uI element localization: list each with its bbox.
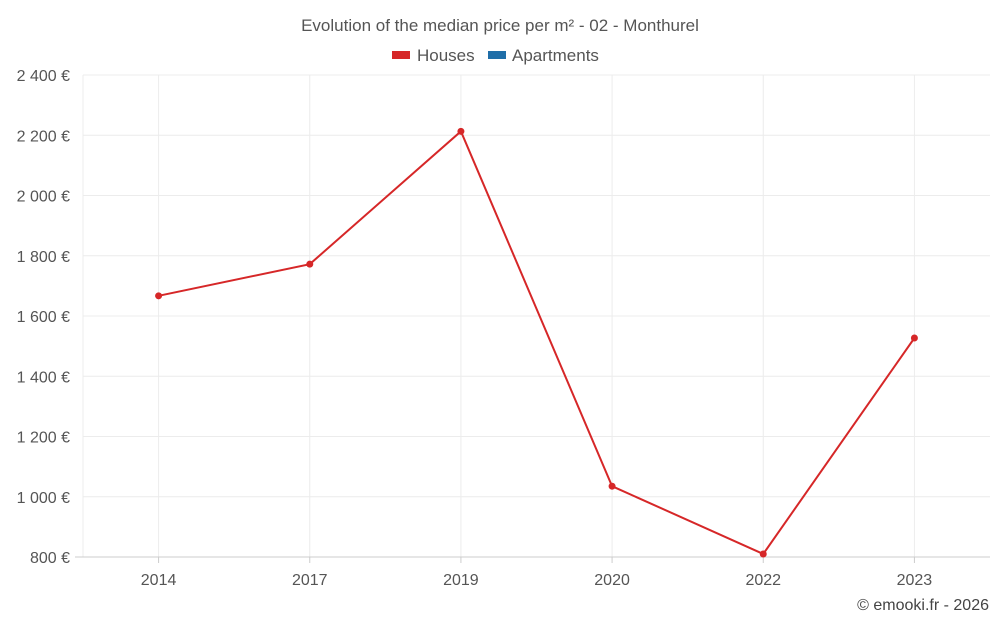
data-point-houses[interactable] — [306, 260, 314, 268]
legend: Houses Apartments — [392, 46, 599, 65]
data-point-houses[interactable] — [910, 334, 918, 342]
chart-title: Evolution of the median price per m² - 0… — [301, 16, 699, 35]
y-tick-label: 2 000 € — [17, 189, 70, 206]
y-tick-label: 1 800 € — [17, 249, 70, 266]
legend-label-apartments: Apartments — [512, 46, 599, 65]
x-tick-label: 2022 — [745, 572, 781, 589]
y-tick-label: 800 € — [30, 550, 70, 567]
legend-swatch-houses — [392, 51, 410, 59]
legend-item-houses[interactable]: Houses — [392, 46, 475, 65]
legend-swatch-apartments — [488, 51, 506, 59]
data-point-houses[interactable] — [759, 550, 767, 558]
credit-text: © emooki.fr - 2026 — [857, 597, 989, 614]
data-point-houses[interactable] — [608, 482, 616, 490]
data-point-houses[interactable] — [155, 292, 163, 300]
x-tick-label: 2019 — [443, 572, 479, 589]
axes: 800 € 1 000 € 1 200 € 1 400 € 1 600 € 1 800 €… — [17, 68, 990, 589]
y-tick-label: 2 400 € — [17, 68, 70, 85]
series-line-houses — [158, 129, 916, 556]
x-tick-label: 2017 — [292, 572, 328, 589]
legend-item-apartments[interactable]: Apartments — [488, 46, 599, 65]
series-layer — [155, 127, 918, 558]
y-tick-label: 1 200 € — [17, 430, 70, 447]
y-tick-label: 1 400 € — [17, 369, 70, 386]
y-tick-label: 1 000 € — [17, 490, 70, 507]
x-tick-label: 2020 — [594, 572, 630, 589]
x-tick-label: 2014 — [141, 572, 177, 589]
y-tick-label: 2 200 € — [17, 128, 70, 145]
data-point-houses[interactable] — [457, 127, 465, 135]
grid — [83, 74, 990, 557]
x-tick-label: 2023 — [897, 572, 933, 589]
legend-label-houses: Houses — [417, 46, 475, 65]
y-tick-label: 1 600 € — [17, 309, 70, 326]
